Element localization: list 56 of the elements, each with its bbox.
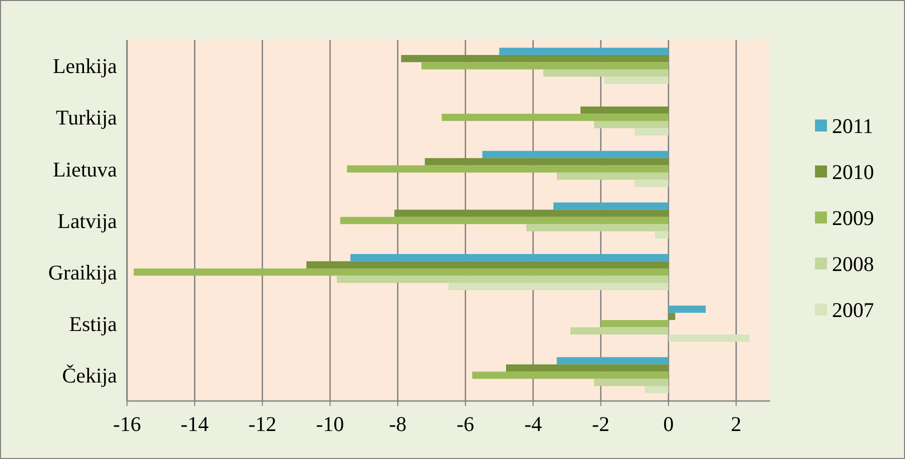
bar [442,114,668,121]
bar [336,276,668,283]
bar [553,202,668,210]
bar [421,62,668,70]
bar [346,165,668,173]
y-tick-label: Graikija [48,260,118,284]
y-tick-label: Lenkija [52,54,118,78]
y-tick-label: Lietuva [52,157,118,182]
bar [668,334,750,342]
bar [580,106,668,114]
bar [340,216,668,224]
bar [668,312,676,320]
y-tick-label: Čekija [62,364,118,388]
bar [134,268,668,276]
bar [634,128,668,136]
x-tick-label: -16 [113,412,141,436]
bar [668,306,706,313]
x-tick-label: 0 [663,412,674,436]
legend-label: 2008 [832,252,874,276]
x-tick-label: -4 [524,412,542,436]
x-tick-label: -12 [248,412,276,436]
legend-label: 2010 [832,160,874,184]
bar [401,54,668,62]
bar [506,364,668,372]
y-tick-label: Turkija [56,106,118,130]
bar [654,231,668,239]
bar [499,48,668,55]
bar [634,180,668,187]
bar [306,261,668,268]
bar [424,158,668,166]
bar [350,254,668,262]
bar [604,76,668,84]
bar [644,386,668,394]
x-tick-label: -14 [180,412,210,436]
bar [448,282,668,290]
bar [594,378,668,386]
bar [556,357,668,364]
bar [600,320,668,328]
y-tick-label: Latvija [58,208,118,233]
bar [556,172,668,180]
x-tick-label: -2 [592,412,610,436]
legend-label: 2011 [832,114,874,138]
bar [594,120,668,128]
bar [543,69,668,77]
x-tick-label: -10 [316,412,344,436]
bar [482,150,668,158]
x-tick-label: -6 [456,412,474,436]
x-tick-label: 2 [730,412,742,436]
bar [570,327,668,334]
bar [472,372,668,379]
y-tick-label: Estija [69,312,118,336]
x-tick-label: -8 [388,412,406,436]
legend-label: 2007 [832,298,874,322]
bar [394,210,668,217]
bar [526,224,668,232]
legend-label: 2009 [832,206,874,230]
